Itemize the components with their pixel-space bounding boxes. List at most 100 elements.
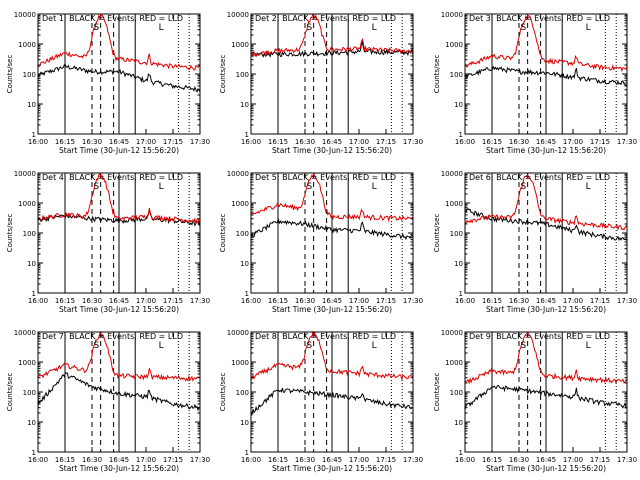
- y-axis-label: Counts/sec: [6, 373, 14, 412]
- x-tick-label: 16:00: [455, 297, 475, 305]
- x-tick-label: 16:30: [295, 138, 315, 146]
- series-events-line: [250, 387, 414, 417]
- y-tick-label: 1: [32, 131, 36, 139]
- interval-label: S: [306, 341, 312, 351]
- y-tick-label: 100: [236, 230, 249, 238]
- x-tick-label: 16:30: [82, 456, 102, 464]
- y-tick-label: 1: [459, 131, 463, 139]
- y-tick-label: 10: [240, 101, 249, 109]
- x-tick-label: 16:30: [295, 297, 315, 305]
- x-tick-label: 17:00: [136, 456, 156, 464]
- x-tick-label: 16:30: [509, 456, 529, 464]
- x-axis-label: Start Time (30-Jun-12 15:56:20): [59, 464, 179, 473]
- y-tick-label: 10000: [441, 329, 463, 337]
- chart-title: Det 1: BLACK = Events, RED = LLD: [42, 14, 183, 23]
- chart-title: Det 3: BLACK = Events, RED = LLD: [469, 14, 610, 23]
- x-tick-label: 16:15: [482, 138, 502, 146]
- x-tick-label: 16:30: [509, 138, 529, 146]
- interval-label: L: [159, 23, 164, 33]
- chart-title: Det 8: BLACK = Events, RED = LLD: [255, 332, 396, 341]
- interval-label: L: [372, 341, 377, 351]
- x-tick-label: 17:00: [563, 138, 583, 146]
- interval-label: L: [372, 182, 377, 192]
- series-lld-line: [37, 173, 201, 225]
- y-tick-label: 1: [245, 449, 249, 457]
- y-tick-label: 10: [454, 419, 463, 427]
- series-events-line: [37, 64, 201, 93]
- y-tick-label: 10000: [14, 11, 36, 19]
- x-tick-label: 17:30: [617, 297, 637, 305]
- x-axis-label: Start Time (30-Jun-12 15:56:20): [486, 146, 606, 155]
- y-tick-label: 100: [23, 389, 36, 397]
- y-tick-label: 1: [245, 131, 249, 139]
- y-axis-label: Counts/sec: [219, 373, 227, 412]
- x-tick-label: 17:00: [563, 456, 583, 464]
- x-tick-label: 17:30: [403, 138, 423, 146]
- series-events-line: [464, 384, 628, 410]
- interval-label: L: [586, 341, 591, 351]
- series-lld-line: [250, 172, 414, 223]
- x-tick-label: 16:00: [455, 138, 475, 146]
- x-axis-label: Start Time (30-Jun-12 15:56:20): [486, 305, 606, 314]
- x-tick-label: 16:15: [482, 456, 502, 464]
- chart-panel-1: 1 10 100 1000 10000 16:00 16:15 16:30 16:45 17:00…: [6, 11, 210, 155]
- interval-label: S: [306, 23, 312, 33]
- x-tick-label: 16:30: [295, 456, 315, 464]
- x-tick-label: 16:00: [28, 297, 48, 305]
- x-tick-label: 16:45: [322, 456, 342, 464]
- x-tick-label: 17:30: [403, 297, 423, 305]
- x-tick-label: 16:45: [322, 297, 342, 305]
- x-axis-label: Start Time (30-Jun-12 15:56:20): [59, 305, 179, 314]
- x-tick-label: 16:30: [82, 297, 102, 305]
- y-axis-label: Counts/sec: [219, 214, 227, 253]
- x-tick-label: 16:15: [55, 297, 75, 305]
- chart-panel-7: 1 10 100 1000 10000 16:00 16:15 16:30 16:45 17:00…: [6, 329, 210, 473]
- x-tick-label: 17:30: [190, 456, 210, 464]
- x-tick-label: 16:15: [268, 297, 288, 305]
- y-tick-label: 10: [454, 260, 463, 268]
- x-tick-label: 17:30: [190, 138, 210, 146]
- series-events-line: [37, 372, 201, 412]
- y-tick-label: 10: [454, 101, 463, 109]
- x-tick-label: 16:00: [28, 456, 48, 464]
- chart-title: Det 2: BLACK = Events, RED = LLD: [255, 14, 396, 23]
- y-tick-label: 1000: [231, 41, 249, 49]
- y-tick-label: 100: [450, 71, 463, 79]
- interval-label: L: [586, 182, 591, 192]
- series-events-line: [464, 208, 628, 242]
- x-tick-label: 16:00: [455, 456, 475, 464]
- series-lld-line: [37, 13, 201, 71]
- y-tick-label: 10000: [227, 329, 249, 337]
- interval-label: S: [520, 341, 526, 351]
- y-tick-label: 10000: [441, 170, 463, 178]
- series-lld-line: [37, 331, 201, 382]
- interval-label: L: [159, 182, 164, 192]
- interval-label: S: [306, 182, 312, 192]
- series-events-line: [250, 217, 414, 241]
- series-lld-line: [464, 174, 628, 232]
- y-tick-label: 100: [450, 230, 463, 238]
- series-events-line: [250, 40, 414, 58]
- y-axis-label: Counts/sec: [433, 214, 441, 253]
- series-events-line: [37, 209, 201, 227]
- x-tick-label: 17:30: [617, 138, 637, 146]
- chart-title: Det 4: BLACK = Events, RED = LLD: [42, 173, 183, 182]
- x-axis-label: Start Time (30-Jun-12 15:56:20): [59, 146, 179, 155]
- x-axis-label: Start Time (30-Jun-12 15:56:20): [272, 305, 392, 314]
- x-tick-label: 17:15: [376, 138, 396, 146]
- series-lld-line: [250, 330, 414, 382]
- x-tick-label: 16:45: [536, 456, 556, 464]
- x-tick-label: 16:15: [55, 138, 75, 146]
- x-tick-label: 17:00: [349, 456, 369, 464]
- interval-label: S: [93, 23, 99, 33]
- x-tick-label: 17:00: [349, 138, 369, 146]
- y-tick-label: 1000: [445, 41, 463, 49]
- x-axis-label: Start Time (30-Jun-12 15:56:20): [486, 464, 606, 473]
- series-lld-line: [250, 13, 414, 59]
- x-tick-label: 17:15: [590, 456, 610, 464]
- y-tick-label: 1000: [231, 200, 249, 208]
- x-tick-label: 17:00: [563, 297, 583, 305]
- y-tick-label: 10: [27, 419, 36, 427]
- y-tick-label: 100: [23, 71, 36, 79]
